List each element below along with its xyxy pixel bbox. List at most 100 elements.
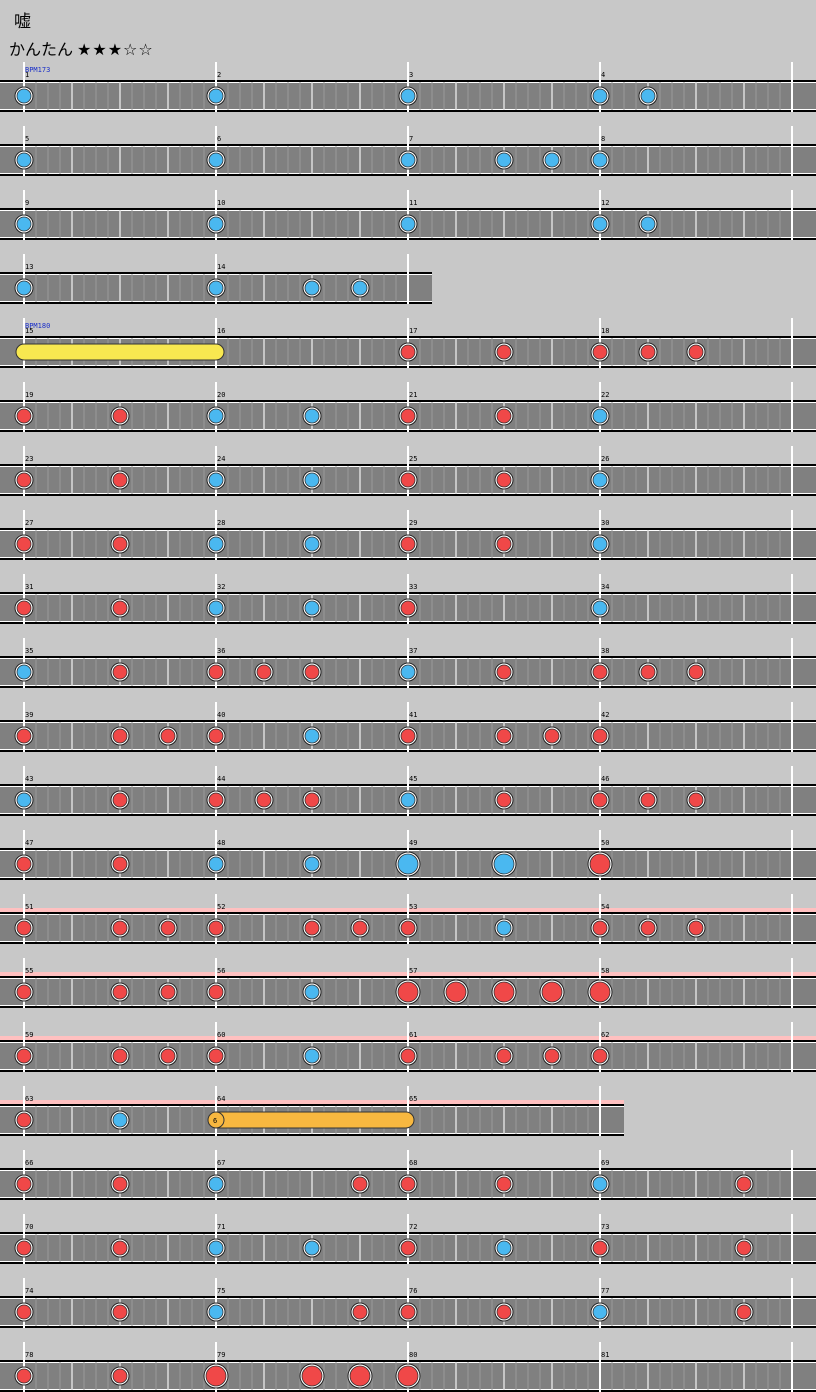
big-ka-note (493, 853, 515, 875)
don-note (208, 728, 224, 744)
don-note (496, 1048, 512, 1064)
don-note (640, 920, 656, 936)
ka-note (496, 1240, 512, 1256)
big-don-note (397, 981, 419, 1003)
don-note (16, 408, 32, 424)
don-note (208, 984, 224, 1000)
ka-note (208, 152, 224, 168)
ka-note (592, 536, 608, 552)
measure-number: 30 (601, 519, 609, 527)
don-note (400, 408, 416, 424)
don-note (16, 1112, 32, 1128)
don-note (592, 792, 608, 808)
chart-row: 27 28 29 30 (0, 510, 816, 560)
measure-number: 40 (217, 711, 225, 719)
measure-number: 33 (409, 583, 417, 591)
bpm-label: BPM173 (25, 66, 50, 74)
big-don-note (205, 1365, 227, 1387)
don-note (400, 1240, 416, 1256)
measure-number: 12 (601, 199, 609, 207)
chart-row: 13 14 (0, 254, 432, 304)
measure-number: 57 (409, 967, 417, 975)
don-note (112, 472, 128, 488)
big-don-note (301, 1365, 323, 1387)
measure-number: 21 (409, 391, 417, 399)
chart-row: 23 24 25 26 (0, 446, 816, 496)
measure-number: 6 (217, 135, 221, 143)
measure-number: 55 (25, 967, 33, 975)
measure-number: 72 (409, 1223, 417, 1231)
measure-number: 41 (409, 711, 417, 719)
measure-number: 49 (409, 839, 417, 847)
measure-number: 8 (601, 135, 605, 143)
big-don-note (541, 981, 563, 1003)
difficulty-stars: ★★★☆☆ (77, 40, 154, 59)
measure-number: 5 (25, 135, 29, 143)
measure-number: 61 (409, 1031, 417, 1039)
balloon-count: 6 (213, 1117, 217, 1125)
ka-note (304, 536, 320, 552)
don-note (640, 792, 656, 808)
ka-note (304, 728, 320, 744)
don-note (112, 1048, 128, 1064)
don-note (16, 536, 32, 552)
ka-note (640, 216, 656, 232)
don-note (304, 920, 320, 936)
ka-note (400, 152, 416, 168)
don-note (16, 728, 32, 744)
measure-number: 67 (217, 1159, 225, 1167)
measure-number: 7 (409, 135, 413, 143)
measure-number: 18 (601, 327, 609, 335)
measure-number: 22 (601, 391, 609, 399)
big-don-note (589, 981, 611, 1003)
don-note (400, 1048, 416, 1064)
don-note (16, 472, 32, 488)
measure-number: 78 (25, 1351, 33, 1359)
difficulty-line: かんたん ★★★☆☆ (9, 36, 154, 60)
don-note (112, 728, 128, 744)
big-don-note (445, 981, 467, 1003)
don-note (400, 728, 416, 744)
measure-number: 13 (25, 263, 33, 271)
don-note (352, 1304, 368, 1320)
ka-note (592, 1176, 608, 1192)
measure-number: 79 (217, 1351, 225, 1359)
measure-number: 35 (25, 647, 33, 655)
chart-row: 47 48 49 50 (0, 830, 816, 880)
measure-number: 76 (409, 1287, 417, 1295)
measure-number: 63 (25, 1095, 33, 1103)
measure-number: 29 (409, 519, 417, 527)
don-note (112, 1368, 128, 1384)
chart-row: 35 36 37 38 (0, 638, 816, 688)
ka-note (304, 984, 320, 1000)
measure-number: 54 (601, 903, 609, 911)
ka-note (208, 280, 224, 296)
ka-note (592, 88, 608, 104)
measure-number: 51 (25, 903, 33, 911)
measure-number: 43 (25, 775, 33, 783)
ka-note (304, 1048, 320, 1064)
measure-number: 75 (217, 1287, 225, 1295)
don-note (400, 1176, 416, 1192)
measure-number: 77 (601, 1287, 609, 1295)
ka-note (592, 1304, 608, 1320)
measure-number: 16 (217, 327, 225, 335)
measure-number: 2 (217, 71, 221, 79)
don-note (592, 344, 608, 360)
don-note (400, 344, 416, 360)
measure-number: 39 (25, 711, 33, 719)
don-note (736, 1304, 752, 1320)
don-note (544, 1048, 560, 1064)
don-note (352, 920, 368, 936)
measure-number: 80 (409, 1351, 417, 1359)
don-note (112, 984, 128, 1000)
don-note (496, 1304, 512, 1320)
measure-number: 74 (25, 1287, 33, 1295)
measure-number: 11 (409, 199, 417, 207)
don-note (688, 664, 704, 680)
measure-number: 34 (601, 583, 609, 591)
ka-note (16, 88, 32, 104)
big-don-note (589, 853, 611, 875)
don-note (16, 1304, 32, 1320)
don-note (16, 1176, 32, 1192)
